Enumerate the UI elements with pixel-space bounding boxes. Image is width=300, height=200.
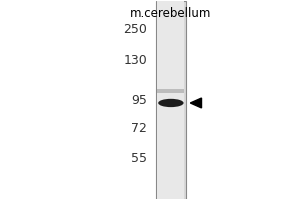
Ellipse shape xyxy=(158,99,184,107)
Bar xyxy=(156,1,186,199)
Bar xyxy=(158,89,184,93)
Text: 250: 250 xyxy=(123,23,147,36)
Text: 72: 72 xyxy=(131,122,147,135)
Text: 55: 55 xyxy=(131,152,147,165)
Bar xyxy=(158,1,184,199)
Text: 130: 130 xyxy=(123,54,147,67)
Text: 95: 95 xyxy=(131,94,147,107)
Text: m.cerebellum: m.cerebellum xyxy=(130,7,211,20)
Polygon shape xyxy=(190,98,202,108)
